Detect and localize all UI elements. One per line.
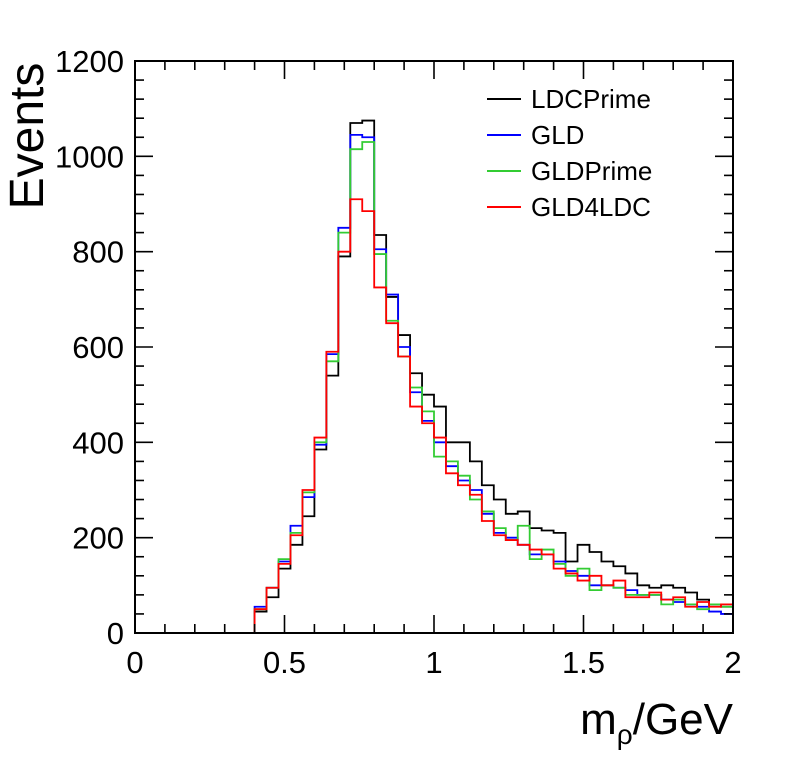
- y-tick-label: 200: [72, 521, 124, 556]
- x-axis-title-subscript: ρ: [617, 719, 633, 750]
- x-tick-label: 0: [126, 645, 143, 680]
- y-tick-label: 600: [72, 330, 124, 365]
- x-tick-label: 1: [425, 645, 442, 680]
- series-gld4ldc-line: [135, 198, 733, 634]
- y-tick-label: 1200: [55, 44, 124, 79]
- x-tick-label: 0.5: [263, 645, 306, 680]
- x-axis-title-symbol: m: [580, 695, 617, 744]
- y-axis-title: Events: [1, 63, 54, 210]
- axis-tick-labels: 0 0.5 1 1.5 2 0 200 400 600 800 1000 1200: [55, 44, 742, 680]
- legend-label-ldcprime: LDCPrime: [531, 84, 651, 114]
- y-tick-label: 800: [72, 235, 124, 270]
- y-tick-label: 0: [107, 616, 124, 651]
- plot-frame: [134, 60, 734, 634]
- x-axis-title-unit: /GeV: [633, 695, 734, 744]
- legend-label-gld4ldc: GLD4LDC: [531, 192, 651, 222]
- legend-label-gld: GLD: [531, 120, 584, 150]
- histogram-series-layer: [135, 119, 733, 634]
- y-tick-label: 1000: [55, 139, 124, 174]
- legend: LDCPrime GLD GLDPrime GLD4LDC: [487, 84, 652, 222]
- y-tick-label: 400: [72, 425, 124, 460]
- x-axis-title: mρ/GeV: [580, 695, 734, 750]
- legend-label-gldprime: GLDPrime: [531, 156, 652, 186]
- x-tick-label: 2: [724, 645, 741, 680]
- axis-ticks: [134, 60, 734, 634]
- x-tick-label: 1.5: [562, 645, 605, 680]
